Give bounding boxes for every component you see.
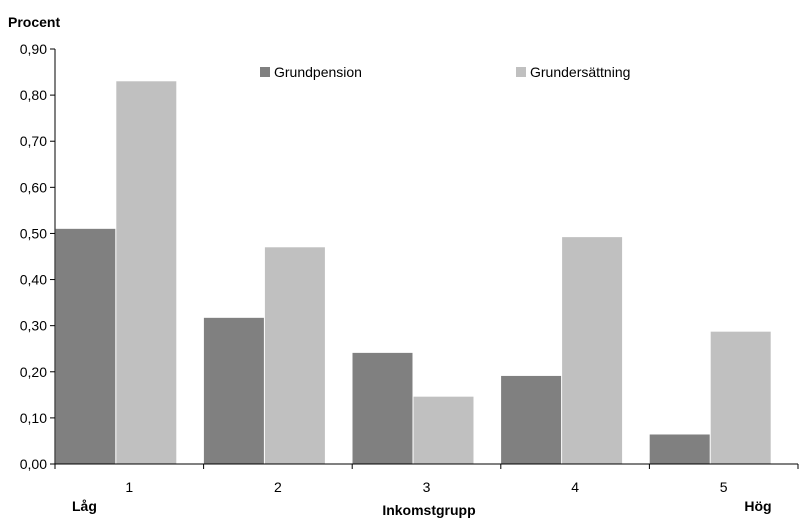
bars xyxy=(55,81,771,465)
x-axis: 1 2 3 4 5 xyxy=(54,463,799,495)
bar-grundersattning-4 xyxy=(562,237,623,464)
x-tick-label: 2 xyxy=(274,479,282,495)
x-axis-left-annotation: Låg xyxy=(72,498,97,514)
bar-grundpension-3 xyxy=(352,352,413,464)
legend-swatch xyxy=(260,67,270,77)
bar-grundersattning-2 xyxy=(264,247,325,464)
bar-grundpension-4 xyxy=(501,375,562,464)
bar-grundpension-2 xyxy=(203,317,264,464)
legend-label: Grundersättning xyxy=(530,64,630,80)
y-axis: 0,00 0,10 0,20 0,30 0,40 0,50 0,60 0,70 0,80 0,90 xyxy=(20,41,56,472)
legend-swatch xyxy=(516,67,526,77)
x-axis-title: Inkomstgrupp xyxy=(382,502,475,518)
y-tick-label: 0,20 xyxy=(20,364,47,380)
y-tick-label: 0,10 xyxy=(20,410,47,426)
bar-grundersattning-1 xyxy=(116,81,177,465)
bar-grundersattning-3 xyxy=(413,396,474,464)
y-tick-label: 0,60 xyxy=(20,179,47,195)
x-axis-right-annotation: Hög xyxy=(744,498,771,514)
y-tick-label: 0,00 xyxy=(20,456,47,472)
bar-grundpension-5 xyxy=(649,434,710,464)
bar-grundersattning-5 xyxy=(710,331,771,464)
y-tick-label: 0,70 xyxy=(20,133,47,149)
x-tick-label: 3 xyxy=(423,479,431,495)
legend: Grundpension Grundersättning xyxy=(260,64,630,80)
y-tick-label: 0,30 xyxy=(20,318,47,334)
bar-grundpension-1 xyxy=(55,228,116,464)
y-tick-label: 0,50 xyxy=(20,225,47,241)
legend-label: Grundpension xyxy=(274,64,362,80)
y-tick-label: 0,40 xyxy=(20,272,47,288)
y-axis-title: Procent xyxy=(8,14,60,30)
x-tick-label: 5 xyxy=(720,479,728,495)
y-tick-label: 0,80 xyxy=(20,87,47,103)
x-tick-label: 1 xyxy=(125,479,133,495)
x-tick-label: 4 xyxy=(571,479,579,495)
y-tick-label: 0,90 xyxy=(20,41,47,57)
